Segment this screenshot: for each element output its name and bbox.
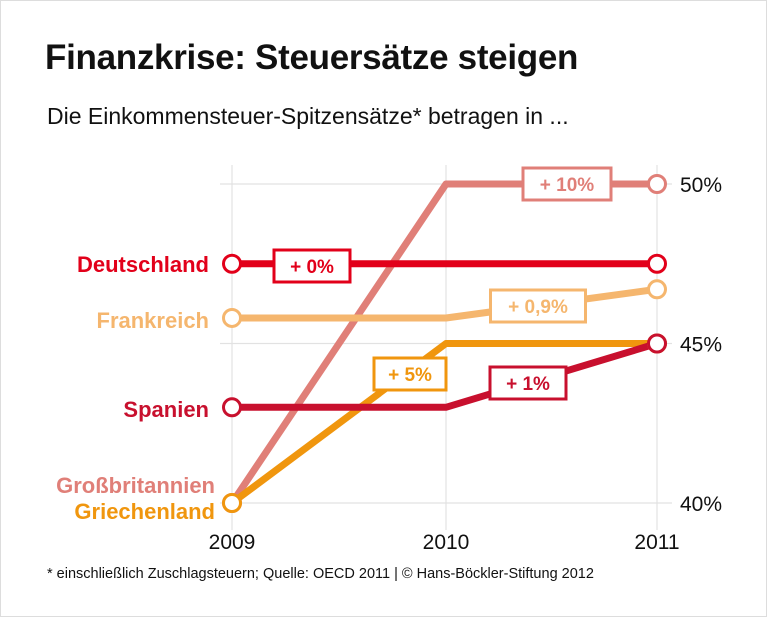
chart-subtitle: Die Einkommensteuer-Spitzensätze* betrag…: [47, 103, 569, 129]
change-badge-label: + 0,9%: [508, 297, 568, 318]
y-tick-label: 45%: [680, 334, 722, 357]
series-label: Frankreich: [97, 308, 210, 333]
data-point-marker: [647, 333, 667, 354]
data-point-marker: [222, 397, 242, 418]
series-label: Deutschland: [77, 252, 209, 277]
series-label: Griechenland: [74, 499, 215, 524]
series-label: Spanien: [123, 397, 209, 422]
data-point-marker: [647, 253, 667, 274]
x-tick-label: 2009: [209, 531, 256, 554]
x-tick-label: 2011: [634, 531, 679, 554]
series-line-Spanien: [232, 340, 659, 411]
change-badge-box: [272, 248, 352, 284]
change-badge-box: [489, 288, 587, 324]
data-point-marker: [222, 253, 242, 274]
series-line-Griechenland: [229, 340, 657, 506]
change-badge-label: + 1%: [506, 374, 550, 395]
change-badge-label: + 0%: [290, 257, 334, 278]
chart-title: Finanzkrise: Steuersätze steigen: [45, 38, 579, 77]
change-badge-label: + 10%: [540, 175, 595, 196]
data-point-marker: [222, 307, 242, 328]
change-badge-box: [488, 365, 568, 401]
y-tick-label: 50%: [680, 174, 722, 197]
change-badge-label: + 5%: [388, 365, 432, 386]
x-tick-label: 2010: [423, 531, 470, 554]
data-point-marker: [647, 174, 667, 194]
data-point-marker: [647, 279, 667, 300]
y-tick-label: 40%: [680, 493, 722, 516]
footnote: * einschließlich Zuschlagsteuern; Quelle…: [47, 566, 594, 582]
series-line-Frankreich: [232, 285, 658, 322]
series-label: Großbritannien: [56, 473, 215, 498]
data-point-marker: [222, 493, 242, 513]
change-badge-box: [521, 166, 613, 202]
change-badge-box: [372, 356, 448, 392]
